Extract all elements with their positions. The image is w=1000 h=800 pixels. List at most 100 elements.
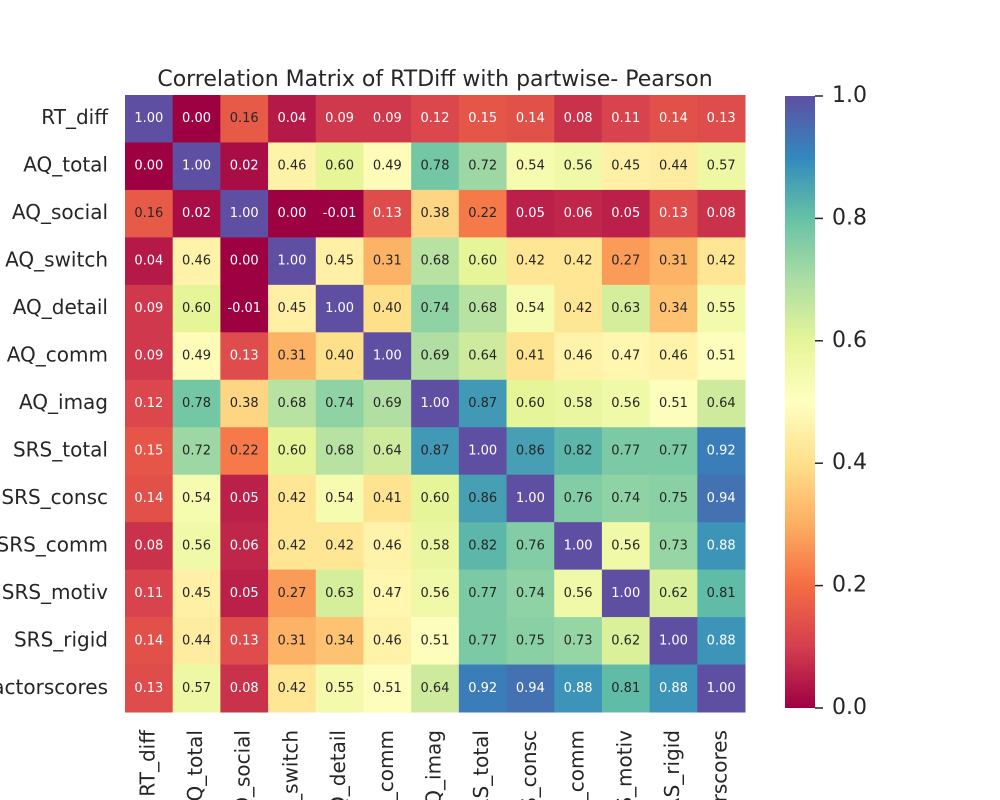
cell-label: 0.42	[707, 254, 736, 269]
cell-label: 0.74	[611, 491, 640, 506]
heatmap-cell	[601, 284, 651, 333]
heatmap-cell	[506, 474, 555, 523]
heatmap-cell	[554, 284, 603, 333]
heatmap-cell	[220, 189, 269, 238]
cell-label: 0.04	[277, 111, 306, 126]
heatmap-cell	[649, 664, 698, 713]
heatmap-cell	[125, 237, 174, 286]
heatmap-cell	[315, 569, 364, 618]
heatmap-cell	[220, 332, 269, 381]
cell-label: 0.88	[707, 633, 736, 648]
cell-label: 0.14	[659, 111, 688, 126]
x-tick-label: AQ_total	[183, 730, 207, 800]
heatmap-cell	[315, 95, 364, 143]
cell-label: 0.51	[373, 681, 402, 696]
heatmap-cell	[363, 522, 412, 571]
cell-label: 0.45	[277, 301, 306, 316]
heatmap-cell	[411, 617, 460, 666]
cell-label: 0.14	[134, 633, 163, 648]
cell-label: 0.27	[611, 254, 640, 269]
cell-label: 0.56	[564, 159, 593, 174]
cell-label: 0.64	[373, 443, 402, 458]
cell-label: 1.00	[182, 159, 211, 174]
x-tick-label: SRS_total	[469, 730, 493, 800]
heatmap-cell	[649, 427, 698, 476]
heatmap-cell	[268, 569, 317, 618]
heatmap-cell	[554, 142, 603, 191]
cell-label: 0.12	[134, 396, 163, 411]
heatmap-cell	[506, 189, 555, 238]
cell-label: 0.73	[659, 538, 688, 553]
cell-label: 0.77	[468, 586, 497, 601]
heatmap-cell	[554, 379, 603, 428]
cell-label: 0.00	[182, 111, 211, 126]
heatmap-cell	[363, 332, 412, 381]
heatmap-cell	[411, 95, 460, 143]
heatmap-cell	[315, 237, 364, 286]
heatmap-cell	[601, 332, 651, 381]
heatmap-cell	[220, 284, 269, 333]
cell-label: 0.05	[516, 206, 545, 221]
cell-label: 1.00	[516, 491, 545, 506]
cell-label: 1.00	[659, 633, 688, 648]
heatmap-cell	[172, 379, 221, 428]
heatmap-cell	[125, 474, 174, 523]
heatmap-cell	[458, 379, 508, 428]
cell-label: 0.54	[516, 159, 545, 174]
heatmap-cell	[125, 664, 174, 713]
heatmap-cell	[125, 95, 174, 143]
x-tick-label: SRS_consc	[517, 730, 541, 800]
heatmap-cell	[172, 664, 221, 713]
cell-label: 0.56	[564, 586, 593, 601]
heatmap-cell	[172, 617, 221, 666]
heatmap-cell	[315, 522, 364, 571]
heatmap-cell	[363, 95, 412, 143]
cell-label: 0.14	[134, 491, 163, 506]
heatmap-cell	[315, 474, 364, 523]
cell-label: 0.55	[325, 681, 354, 696]
cell-label: 0.46	[564, 349, 593, 364]
heatmap-cell	[458, 522, 508, 571]
cell-label: 0.72	[468, 159, 497, 174]
cell-label: 0.68	[421, 254, 450, 269]
heatmap-cell	[506, 284, 555, 333]
cell-label: 0.94	[707, 491, 736, 506]
heatmap-cell	[697, 189, 746, 238]
heatmap-cell	[363, 284, 412, 333]
heatmap-cell	[125, 142, 174, 191]
cell-label: 0.55	[707, 301, 736, 316]
y-tick-label: AQ_social	[12, 200, 108, 224]
cell-label: 0.13	[373, 206, 402, 221]
cell-label: 0.42	[564, 301, 593, 316]
cell-label: 0.81	[611, 681, 640, 696]
cell-label: 0.64	[707, 396, 736, 411]
cell-label: 0.16	[230, 111, 259, 126]
cell-label: 0.02	[230, 159, 259, 174]
cell-label: 0.42	[564, 254, 593, 269]
heatmap-cell	[697, 332, 746, 381]
heatmap-cell	[268, 427, 317, 476]
y-tick-label: RT_diff	[41, 105, 109, 129]
y-tick-label: SRS_total	[13, 437, 108, 461]
heatmap-cell	[554, 569, 603, 618]
cell-label: 0.42	[325, 538, 354, 553]
x-tick-label: SRS_factorscores	[708, 730, 732, 800]
heatmap-cell	[697, 569, 746, 618]
heatmap-cell	[506, 379, 555, 428]
heatmap-cell	[506, 664, 555, 713]
cell-label: 0.64	[421, 681, 450, 696]
heatmap-cell	[649, 237, 698, 286]
heatmap-cell	[601, 142, 651, 191]
x-tick-label: SRS_comm	[565, 730, 589, 800]
cell-label: 0.68	[277, 396, 306, 411]
heatmap-cell	[458, 189, 508, 238]
heatmap-cell	[268, 237, 317, 286]
heatmap-cell	[125, 379, 174, 428]
heatmap-cell	[315, 664, 364, 713]
heatmap-cell	[649, 379, 698, 428]
cell-label: 0.45	[182, 586, 211, 601]
heatmap-cell	[458, 95, 508, 143]
heatmap-cell	[601, 95, 651, 143]
heatmap-cell	[458, 427, 508, 476]
